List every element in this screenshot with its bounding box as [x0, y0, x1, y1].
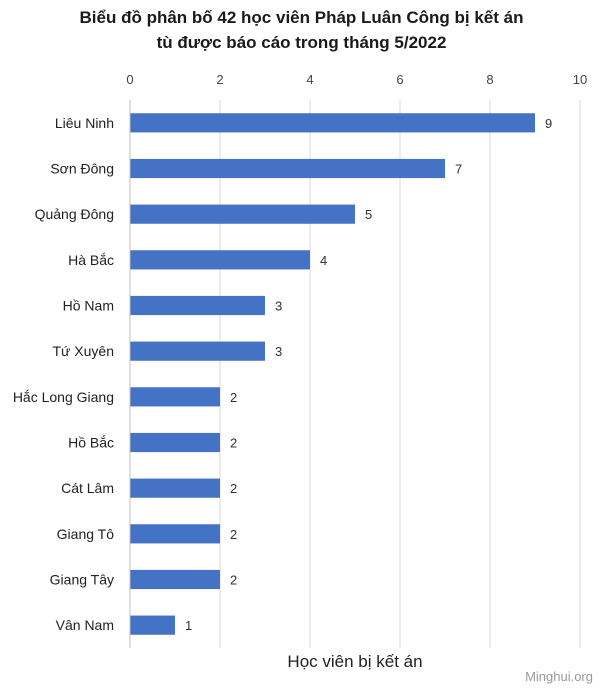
bar — [130, 524, 220, 544]
category-label: Giang Tây — [50, 572, 114, 588]
bar — [130, 615, 175, 635]
bar — [130, 158, 445, 179]
watermark: Minghui.org — [525, 669, 593, 684]
value-label: 4 — [320, 253, 327, 268]
bar — [130, 341, 265, 361]
chart-title-line-2: tù được báo cáo trong tháng 5/2022 — [156, 33, 447, 52]
bar — [130, 295, 265, 316]
value-label: 2 — [230, 390, 237, 405]
category-label: Liêu Ninh — [55, 115, 114, 131]
value-label: 3 — [275, 344, 282, 359]
value-label: 7 — [455, 162, 462, 177]
value-label: 2 — [230, 481, 237, 496]
bar — [130, 387, 220, 407]
category-label: Tứ Xuyên — [52, 343, 114, 359]
bar — [130, 478, 220, 498]
x-tick-label: 0 — [126, 72, 133, 87]
category-label: Quảng Đông — [35, 206, 114, 222]
value-label: 2 — [230, 573, 237, 588]
value-label: 2 — [230, 436, 237, 451]
x-tick-label: 10 — [573, 72, 587, 87]
value-label: 3 — [275, 299, 282, 314]
category-label: Cát Lâm — [61, 480, 114, 496]
bar — [130, 113, 535, 133]
bar — [130, 432, 220, 453]
category-label: Hồ Bắc — [68, 435, 114, 451]
chart-title-line-1: Biểu đồ phân bố 42 học viên Pháp Luân Cô… — [79, 8, 524, 27]
category-label: Giang Tô — [57, 526, 115, 542]
x-tick-label: 2 — [216, 72, 223, 87]
x-tick-label: 4 — [306, 72, 313, 87]
x-tick-label: 8 — [486, 72, 493, 87]
x-axis-label: Học viên bị kết án — [287, 652, 423, 671]
value-label: 9 — [545, 116, 552, 131]
bar — [130, 569, 220, 590]
bar — [130, 250, 310, 270]
category-label: Sơn Đông — [50, 161, 114, 177]
value-label: 1 — [185, 618, 192, 633]
value-label: 5 — [365, 207, 372, 222]
x-tick-label: 6 — [396, 72, 403, 87]
category-label: Hà Bắc — [68, 252, 114, 268]
category-label: Hắc Long Giang — [13, 389, 114, 405]
category-label: Hồ Nam — [63, 298, 114, 314]
value-label: 2 — [230, 527, 237, 542]
category-label: Vân Nam — [56, 617, 114, 633]
bar — [130, 204, 355, 224]
